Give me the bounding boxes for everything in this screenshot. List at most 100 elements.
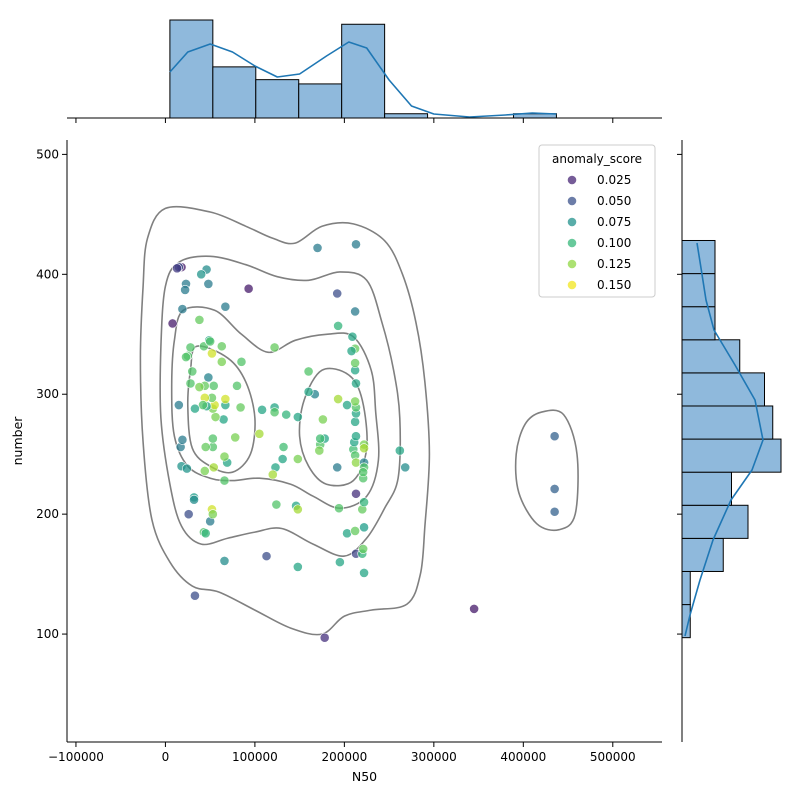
scatter-point	[216, 341, 227, 352]
right-histogram-bar	[681, 504, 749, 539]
scatter-point	[177, 434, 188, 445]
scatter-point	[187, 366, 198, 377]
top-histogram-bar	[341, 23, 386, 119]
scatter-point	[334, 557, 345, 568]
legend-label: 0.125	[597, 257, 631, 271]
scatter-point	[342, 528, 352, 539]
scatter-point	[218, 414, 229, 425]
scatter-point	[269, 342, 280, 353]
scatter-point	[207, 509, 218, 520]
scatter-point	[549, 506, 560, 517]
x-tick-label: 300000	[411, 750, 457, 764]
scatter-point	[235, 402, 246, 413]
scatter-point	[549, 484, 560, 494]
scatter-point	[185, 342, 196, 353]
scatter-point	[350, 358, 361, 368]
scatter-point	[232, 380, 242, 391]
top-histogram-bar	[212, 66, 257, 119]
scatter-point	[314, 445, 325, 456]
legend-marker	[567, 280, 577, 290]
legend-marker	[567, 217, 577, 227]
scatter-point	[190, 403, 200, 414]
scatter-point	[278, 442, 289, 452]
scatter-point	[315, 433, 326, 444]
x-axis-label: N50	[352, 769, 377, 784]
scatter-point	[219, 556, 230, 566]
scatter-point	[181, 463, 192, 474]
scatter-point	[332, 288, 343, 299]
scatter-point	[292, 504, 303, 515]
x-tick-label: 100000	[232, 750, 278, 764]
scatter-point	[208, 462, 219, 473]
scatter-point	[185, 378, 196, 389]
scatter-point	[333, 320, 344, 331]
right-histogram-bar	[681, 471, 732, 506]
y-axis-label: number	[10, 416, 25, 466]
legend-box	[538, 144, 656, 298]
scatter-point	[359, 522, 369, 533]
scatter-point	[208, 380, 219, 391]
scatter-point	[469, 603, 480, 614]
scatter-point	[350, 306, 361, 317]
scatter-point	[350, 526, 361, 536]
x-tick-label: 200000	[321, 750, 367, 764]
scatter-point	[319, 632, 330, 643]
main-scatter-plot: −100000 0 100000 200000 300000 400000 500000 10…	[10, 140, 662, 784]
scatter-point	[180, 285, 191, 295]
legend-label: 0.150	[597, 278, 631, 292]
right-histogram-bar	[681, 537, 724, 572]
y-tick-label: 400	[36, 267, 59, 281]
scatter-point	[203, 279, 214, 289]
scatter-point	[267, 469, 278, 480]
scatter-point	[210, 412, 221, 422]
scatter-point	[172, 263, 182, 274]
legend-marker	[567, 259, 577, 269]
scatter-point	[342, 400, 352, 410]
scatter-point	[347, 331, 358, 342]
scatter-point	[230, 432, 241, 443]
scatter-point	[400, 462, 411, 473]
scatter-point	[312, 243, 323, 253]
scatter-point	[350, 396, 361, 407]
top-kde-curve	[169, 41, 557, 118]
scatter-point	[194, 382, 205, 392]
scatter-point	[317, 414, 328, 425]
scatter-point	[220, 394, 231, 404]
right-marginal-histogram	[677, 140, 782, 742]
scatter-point	[351, 488, 361, 499]
legend-marker	[567, 238, 577, 248]
scatter-point	[199, 466, 210, 476]
density-contour	[186, 345, 256, 474]
scatter-point	[359, 497, 369, 508]
scatter-point	[190, 590, 200, 601]
y-tick-label: 500	[36, 147, 59, 161]
x-tick-label: −100000	[48, 750, 104, 764]
scatter-point	[200, 528, 211, 539]
top-marginal-histogram	[67, 19, 662, 123]
scatter-point	[269, 407, 280, 418]
scatter-point	[216, 356, 227, 367]
x-tick-label: 0	[162, 750, 170, 764]
scatter-point	[236, 356, 247, 367]
scatter-point	[173, 400, 184, 410]
right-histogram-bar	[681, 372, 765, 407]
scatter-point	[198, 400, 208, 410]
top-histogram-bar	[169, 19, 214, 119]
density-contour	[159, 255, 402, 557]
scatter-point	[351, 239, 361, 250]
density-contour	[139, 205, 431, 636]
scatter-point	[167, 318, 178, 329]
legend: anomaly_score 0.025 0.050 0.075 0.100 0.125 0.…	[538, 144, 656, 298]
scatter-point	[207, 348, 217, 359]
scatter-point	[261, 551, 272, 562]
x-tick-label: 500000	[590, 750, 636, 764]
scatter-point	[243, 283, 254, 294]
scatter-point	[220, 301, 231, 312]
scatter-point	[332, 462, 343, 473]
scatter-point	[359, 443, 369, 454]
legend-label: 0.075	[597, 215, 631, 229]
y-tick-label: 300	[36, 387, 59, 401]
legend-label: 0.100	[597, 236, 631, 250]
scatter-point	[350, 416, 361, 427]
